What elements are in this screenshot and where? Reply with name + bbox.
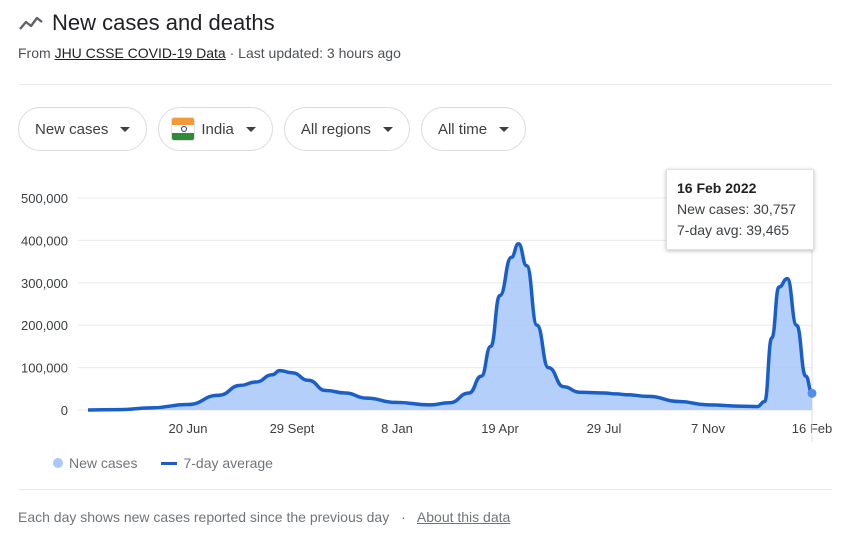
region-dropdown[interactable]: All regions xyxy=(283,107,410,151)
time-dropdown[interactable]: All time xyxy=(420,107,527,151)
y-tick-label: 400,000 xyxy=(21,233,68,248)
caret-down-icon xyxy=(245,126,256,132)
tooltip-avg: 7-day avg: 39,465 xyxy=(677,222,790,238)
x-tick-label: 8 Jan xyxy=(381,421,413,436)
x-tick-label: 29 Jul xyxy=(587,421,622,436)
y-tick-label: 500,000 xyxy=(21,191,68,206)
caret-down-icon xyxy=(120,126,131,132)
india-flag-icon xyxy=(171,117,196,141)
source-prefix: From xyxy=(18,45,51,61)
y-tick-label: 100,000 xyxy=(21,361,68,376)
metric-label: New cases xyxy=(35,120,109,138)
footer: Each day shows new cases reported since … xyxy=(18,509,510,525)
new-cases-legend-marker xyxy=(53,458,63,468)
caret-down-icon xyxy=(499,126,510,132)
avg-legend-marker xyxy=(161,461,178,465)
source-row: From JHU CSSE COVID-19 Data · Last updat… xyxy=(18,45,832,61)
x-tick-label: 7 Nov xyxy=(691,421,725,436)
footer-note: Each day shows new cases reported since … xyxy=(18,509,390,525)
chart-legend: New cases 7-day average xyxy=(53,455,273,471)
bottom-divider xyxy=(18,489,832,490)
source-link[interactable]: JHU CSSE COVID-19 Data xyxy=(54,45,226,61)
tooltip-new-cases: New cases: 30,757 xyxy=(677,201,797,217)
legend-avg: 7-day average xyxy=(183,455,273,471)
country-label: India xyxy=(201,120,234,138)
footer-separator: · xyxy=(401,509,406,525)
tooltip-date: 16 Feb 2022 xyxy=(677,180,757,196)
legend-new-cases: New cases xyxy=(69,455,138,471)
x-tick-label: 29 Sept xyxy=(270,421,315,436)
x-tick-label: 20 Jun xyxy=(168,421,207,436)
about-data-link[interactable]: About this data xyxy=(416,509,511,525)
avg-line xyxy=(87,242,814,412)
chart-header: New cases and deaths From JHU CSSE COVID… xyxy=(18,8,832,61)
y-tick-label: 200,000 xyxy=(21,318,68,333)
filter-bar: New cases India All regions All time xyxy=(18,107,527,151)
x-tick-label: 19 Apr xyxy=(481,421,519,436)
trend-icon xyxy=(19,16,43,30)
chart-tooltip: 16 Feb 2022 New cases: 30,757 7-day avg:… xyxy=(666,169,814,250)
new-cases-area xyxy=(88,243,812,410)
hover-point xyxy=(807,388,817,398)
caret-down-icon xyxy=(382,126,393,132)
top-divider xyxy=(18,84,832,85)
region-label: All regions xyxy=(300,120,371,138)
page-title: New cases and deaths xyxy=(52,10,275,35)
last-updated: · Last updated: 3 hours ago xyxy=(229,45,401,61)
metric-dropdown[interactable]: New cases xyxy=(18,107,148,151)
y-tick-label: 0 xyxy=(61,403,68,418)
country-dropdown[interactable]: India xyxy=(158,107,273,151)
title-row: New cases and deaths xyxy=(18,8,832,38)
time-label: All time xyxy=(437,120,488,138)
y-tick-label: 300,000 xyxy=(21,276,68,291)
